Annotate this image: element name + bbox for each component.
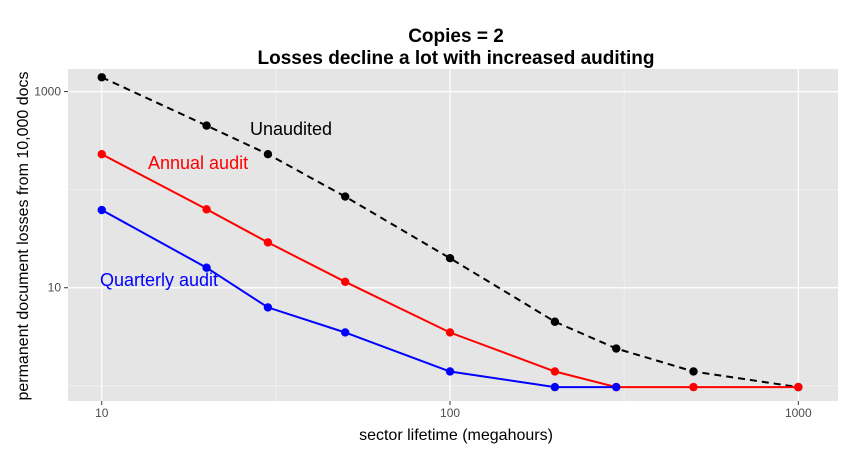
- x-tick-label: 100: [440, 406, 460, 420]
- grid-major: [68, 69, 838, 401]
- point-unaudited: [550, 317, 560, 326]
- point-quarterly-audit: [263, 303, 273, 312]
- y-tick-label: 10: [48, 281, 62, 295]
- point-annual-audit: [97, 149, 106, 159]
- chart-subtitle: Losses decline a lot with increased audi…: [258, 48, 655, 69]
- x-axis-ticks: 10 100 1000: [95, 401, 812, 420]
- point-annual-audit: [202, 205, 211, 214]
- chart-title: Copies = 2: [408, 26, 504, 47]
- point-annual-audit: [550, 367, 560, 376]
- point-unaudited: [445, 254, 455, 263]
- y-axis-label: permanent document losses from 10,000 do…: [15, 71, 32, 400]
- point-annual-audit: [263, 238, 273, 247]
- point-unaudited: [340, 192, 350, 201]
- annotation-unaudited: Unaudited: [250, 119, 332, 139]
- plot-panel: [68, 69, 838, 401]
- x-axis-label: sector lifetime (megahours): [359, 427, 553, 444]
- point-unaudited: [263, 149, 273, 159]
- point-unaudited: [689, 367, 698, 376]
- point-quarterly-audit: [612, 382, 621, 392]
- point-quarterly-audit: [340, 328, 350, 337]
- point-quarterly-audit: [550, 382, 560, 392]
- point-quarterly-audit: [97, 205, 106, 215]
- series-layer: [97, 73, 803, 392]
- point-annual-audit: [445, 328, 455, 337]
- point-unaudited: [202, 121, 211, 130]
- grid-minor: [68, 69, 838, 401]
- series-line-unaudited: [101, 76, 799, 389]
- y-tick-label: 1000: [34, 85, 61, 99]
- x-tick-label: 1000: [785, 406, 812, 420]
- x-tick-label: 10: [95, 406, 109, 420]
- point-annual-audit: [340, 277, 350, 286]
- point-unaudited: [612, 344, 621, 353]
- y-axis-ticks: 10 1000: [34, 85, 68, 295]
- point-annual-audit: [689, 382, 698, 392]
- annotation-annual-audit: Annual audit: [148, 153, 248, 173]
- annotation-quarterly-audit: Quarterly audit: [100, 270, 218, 290]
- point-annual-audit: [794, 382, 803, 392]
- point-unaudited: [97, 73, 106, 82]
- point-quarterly-audit: [202, 263, 211, 272]
- point-quarterly-audit: [445, 367, 455, 376]
